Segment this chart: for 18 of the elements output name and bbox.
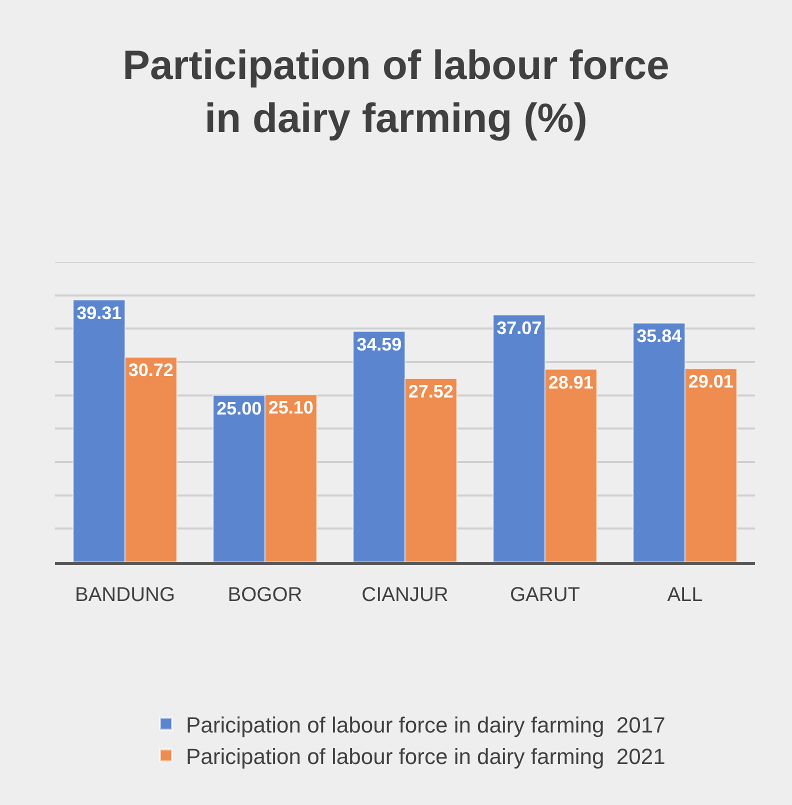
- x-tick-label: CIANJUR: [362, 584, 448, 606]
- x-tick-label: BOGOR: [228, 584, 302, 606]
- legend-label: Paricipation of labour force in dairy farming 2017: [186, 712, 666, 738]
- data-label: 28.91: [548, 372, 594, 392]
- data-label: 29.01: [688, 372, 734, 392]
- chart-title: Participation of labour force in dairy farming (%): [122, 42, 670, 142]
- x-tick-label: BANDUNG: [74, 584, 176, 606]
- x-tick-label: GARUT: [510, 584, 580, 606]
- data-label: 25.00: [216, 398, 262, 418]
- data-label: 35.84: [636, 326, 682, 346]
- data-label: 34.59: [356, 334, 402, 354]
- x-tick-label: ALL: [667, 584, 703, 606]
- data-label: 37.07: [496, 318, 542, 338]
- legend-label: Paricipation of labour force in dairy farming 2021: [186, 744, 666, 769]
- data-label: 39.31: [76, 302, 122, 323]
- data-label: 27.52: [408, 382, 454, 402]
- data-label: 30.72: [128, 360, 174, 380]
- data-label: 25.10: [268, 398, 314, 418]
